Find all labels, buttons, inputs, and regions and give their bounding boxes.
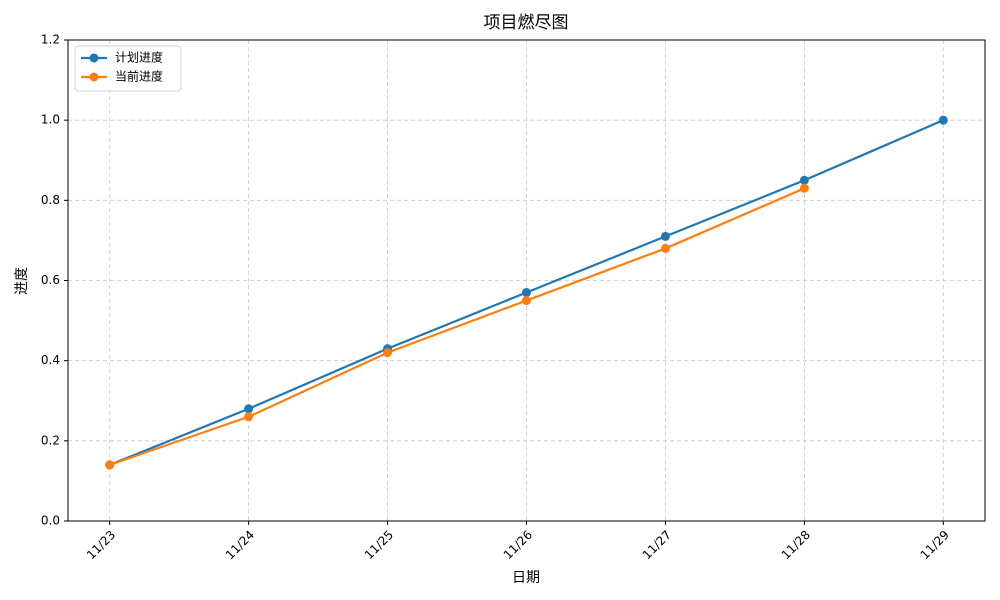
y-tick-label: 0.2 xyxy=(41,433,60,447)
chart-title: 项目燃尽图 xyxy=(484,13,569,33)
data-point xyxy=(938,115,948,125)
y-tick-label: 1.0 xyxy=(41,113,60,127)
y-tick-label: 0.8 xyxy=(41,193,60,207)
series-line xyxy=(109,187,805,466)
data-point xyxy=(799,175,809,185)
x-tick-label: 11/25 xyxy=(362,528,396,562)
x-axis-label: 日期 xyxy=(512,570,540,586)
x-tick-label: 11/27 xyxy=(640,528,674,562)
data-point xyxy=(660,243,670,253)
x-tick-label: 11/29 xyxy=(918,528,952,562)
data-point xyxy=(799,183,809,193)
data-point xyxy=(244,412,254,422)
data-point xyxy=(383,348,393,358)
x-tick-label: 11/28 xyxy=(779,528,813,562)
y-axis-label: 进度 xyxy=(14,267,30,295)
data-point xyxy=(105,460,115,470)
legend-marker xyxy=(89,72,99,82)
y-tick-label: 0.0 xyxy=(41,514,60,528)
data-point xyxy=(522,288,531,298)
y-tick-label: 0.6 xyxy=(41,273,60,287)
legend-marker xyxy=(89,53,99,63)
data-point xyxy=(522,296,531,306)
x-tick-label: 11/24 xyxy=(223,528,257,562)
plot-frame xyxy=(67,39,986,522)
legend-label: 当前进度 xyxy=(115,69,163,84)
y-tick-label: 1.2 xyxy=(41,33,60,47)
x-tick-label: 11/26 xyxy=(501,528,535,562)
x-tick-label: 11/23 xyxy=(84,528,118,562)
data-point xyxy=(244,404,254,414)
y-tick-label: 0.4 xyxy=(41,353,60,367)
data-point xyxy=(660,231,670,241)
legend-label: 计划进度 xyxy=(115,50,163,65)
